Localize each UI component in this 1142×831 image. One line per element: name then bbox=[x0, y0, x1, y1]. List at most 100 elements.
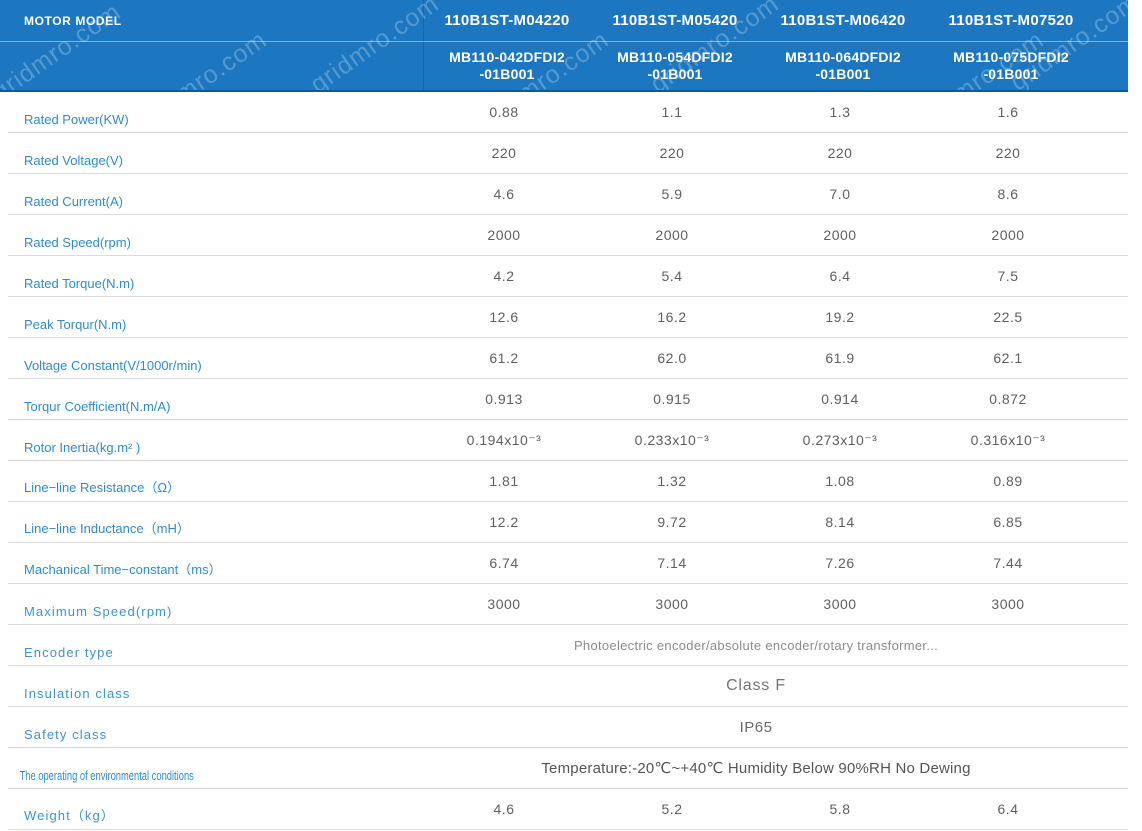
row-label: Machanical Time−constant（ms） bbox=[24, 562, 222, 577]
submodel-line2: -01B001 bbox=[983, 65, 1039, 82]
row-label: Rated Current(A) bbox=[24, 194, 123, 209]
spec-rows: Rated Power(KW) 0.88 1.1 1.3 1.6 Rated V… bbox=[8, 92, 1128, 830]
header-submodel-row: MB110-042DFDI2 -01B001 MB110-054DFDI2 -0… bbox=[0, 42, 1128, 89]
row-label: Line−line Inductance（mH） bbox=[24, 521, 190, 536]
spec-row-environmental-conditions: The operating of environmental condition… bbox=[8, 748, 1128, 789]
spec-value: 2000 bbox=[991, 227, 1025, 243]
spec-row-weight: Weight（kg） 4.6 5.2 5.8 6.4 bbox=[8, 789, 1128, 830]
spec-value: 5.2 bbox=[661, 801, 683, 817]
spec-row-rated-power: Rated Power(KW) 0.88 1.1 1.3 1.6 bbox=[8, 92, 1128, 133]
spec-value: 7.44 bbox=[993, 555, 1023, 571]
spec-value: 4.6 bbox=[493, 801, 515, 817]
spec-value: 1.3 bbox=[829, 104, 851, 120]
submodel-line1: MB110-075DFDI2 bbox=[953, 48, 1069, 65]
model-name: 110B1ST-M05420 bbox=[612, 12, 738, 29]
submodel-name: MB110-064DFDI2 -01B001 bbox=[759, 49, 927, 83]
spec-value: 0.316x10⁻³ bbox=[970, 431, 1046, 448]
header-column-divider bbox=[423, 0, 424, 90]
spec-value: 6.85 bbox=[993, 514, 1023, 530]
spec-value: 0.872 bbox=[989, 391, 1027, 407]
spec-value: 4.6 bbox=[493, 186, 515, 202]
spec-row-encoder-type: Encoder type Photoelectric encoder/absol… bbox=[8, 625, 1128, 666]
spec-row-rated-torque: Rated Torque(N.m) 4.2 5.4 6.4 7.5 bbox=[8, 256, 1128, 297]
spec-value: 1.08 bbox=[825, 473, 855, 489]
model-name: 110B1ST-M06420 bbox=[780, 12, 906, 29]
row-label: Encoder type bbox=[24, 645, 114, 660]
spec-row-insulation-class: Insulation class Class F bbox=[8, 666, 1128, 707]
row-label: Line−line Resistance（Ω） bbox=[24, 480, 181, 495]
row-label: Rated Speed(rpm) bbox=[24, 235, 131, 250]
submodel-name: MB110-054DFDI2 -01B001 bbox=[591, 49, 759, 83]
spec-value: 5.8 bbox=[829, 801, 851, 817]
submodel-line1: MB110-064DFDI2 bbox=[785, 48, 901, 65]
spec-value: 61.2 bbox=[489, 350, 519, 366]
spec-value: 1.32 bbox=[657, 473, 687, 489]
spec-value: 12.2 bbox=[489, 514, 519, 530]
spec-row-rated-voltage: Rated Voltage(V) 220 220 220 220 bbox=[8, 133, 1128, 174]
submodel-name: MB110-075DFDI2 -01B001 bbox=[927, 49, 1095, 83]
row-label: Torqur Coefficient(N.m/A) bbox=[24, 399, 171, 414]
spec-value: 1.6 bbox=[997, 104, 1019, 120]
spec-value: 2000 bbox=[655, 227, 689, 243]
spec-value: 0.233x10⁻³ bbox=[634, 431, 710, 448]
spec-value: 0.194x10⁻³ bbox=[466, 431, 542, 448]
spec-value: 220 bbox=[995, 145, 1021, 161]
spec-value: 0.914 bbox=[821, 391, 859, 407]
spec-value: 61.9 bbox=[825, 350, 855, 366]
submodel-line2: -01B001 bbox=[815, 65, 871, 82]
spec-value: 220 bbox=[827, 145, 853, 161]
spec-value: 8.6 bbox=[997, 186, 1019, 202]
spec-row-mechanical-time-constant: Machanical Time−constant（ms） 6.74 7.14 7… bbox=[8, 543, 1128, 584]
header-model-row: MOTOR MODEL 110B1ST-M04220 110B1ST-M0542… bbox=[0, 0, 1128, 42]
row-label: Rated Torque(N.m) bbox=[24, 276, 135, 291]
motor-model-heading: MOTOR MODEL bbox=[24, 13, 122, 28]
spec-row-voltage-constant: Voltage Constant(V/1000r/min) 61.2 62.0 … bbox=[8, 338, 1128, 379]
spec-value: 0.273x10⁻³ bbox=[802, 431, 878, 448]
spec-value: 0.89 bbox=[993, 473, 1023, 489]
row-label: Rotor Inertia(kg.m² ) bbox=[24, 440, 141, 455]
spec-value: 7.5 bbox=[997, 268, 1019, 284]
spec-value-merged: Temperature:-20℃~+40℃ Humidity Below 90%… bbox=[541, 760, 971, 777]
spec-value: 3000 bbox=[655, 596, 689, 612]
model-name: 110B1ST-M07520 bbox=[948, 12, 1074, 29]
spec-value: 19.2 bbox=[825, 309, 855, 325]
spec-value: 2000 bbox=[487, 227, 521, 243]
row-label: Rated Voltage(V) bbox=[24, 153, 124, 168]
table-header: gridmro.com gridmro.com gridmro.com grid… bbox=[0, 0, 1128, 92]
row-label: Maximum Speed(rpm) bbox=[24, 604, 173, 619]
spec-value: 8.14 bbox=[825, 514, 855, 530]
spec-value: 3000 bbox=[487, 596, 521, 612]
spec-value: 7.0 bbox=[829, 186, 851, 202]
spec-value: 7.14 bbox=[657, 555, 687, 571]
spec-row-rated-speed: Rated Speed(rpm) 2000 2000 2000 2000 bbox=[8, 215, 1128, 256]
spec-value: 4.2 bbox=[493, 268, 515, 284]
spec-value: 0.915 bbox=[653, 391, 691, 407]
spec-row-maximum-speed: Maximum Speed(rpm) 3000 3000 3000 3000 bbox=[8, 584, 1128, 625]
spec-row-rated-current: Rated Current(A) 4.6 5.9 7.0 8.6 bbox=[8, 174, 1128, 215]
spec-value: 9.72 bbox=[657, 514, 687, 530]
spec-row-rotor-inertia: Rotor Inertia(kg.m² ) 0.194x10⁻³ 0.233x1… bbox=[8, 420, 1128, 461]
row-label: The operating of environmental condition… bbox=[19, 768, 194, 783]
submodel-line2: -01B001 bbox=[647, 65, 703, 82]
spec-value-merged: IP65 bbox=[739, 718, 773, 736]
spec-value: 0.88 bbox=[489, 104, 519, 120]
spec-row-peak-torque: Peak Torqur(N.m) 12.6 16.2 19.2 22.5 bbox=[8, 297, 1128, 338]
model-name: 110B1ST-M04220 bbox=[444, 12, 570, 29]
spec-value: 7.26 bbox=[825, 555, 855, 571]
spec-value: 62.0 bbox=[657, 350, 687, 366]
row-label: Safety class bbox=[24, 727, 108, 742]
row-label: Peak Torqur(N.m) bbox=[24, 317, 127, 332]
spec-value: 16.2 bbox=[657, 309, 687, 325]
spec-value: 6.74 bbox=[489, 555, 519, 571]
submodel-line1: MB110-054DFDI2 bbox=[617, 48, 733, 65]
spec-value: 22.5 bbox=[993, 309, 1023, 325]
row-label: Rated Power(KW) bbox=[24, 112, 129, 127]
spec-value: 12.6 bbox=[489, 309, 519, 325]
submodel-line2: -01B001 bbox=[479, 65, 535, 82]
row-label: Insulation class bbox=[24, 686, 131, 701]
spec-value: 220 bbox=[491, 145, 517, 161]
spec-value: 0.913 bbox=[485, 391, 523, 407]
row-label: Weight（kg） bbox=[24, 808, 115, 823]
spec-value: 6.4 bbox=[997, 801, 1019, 817]
